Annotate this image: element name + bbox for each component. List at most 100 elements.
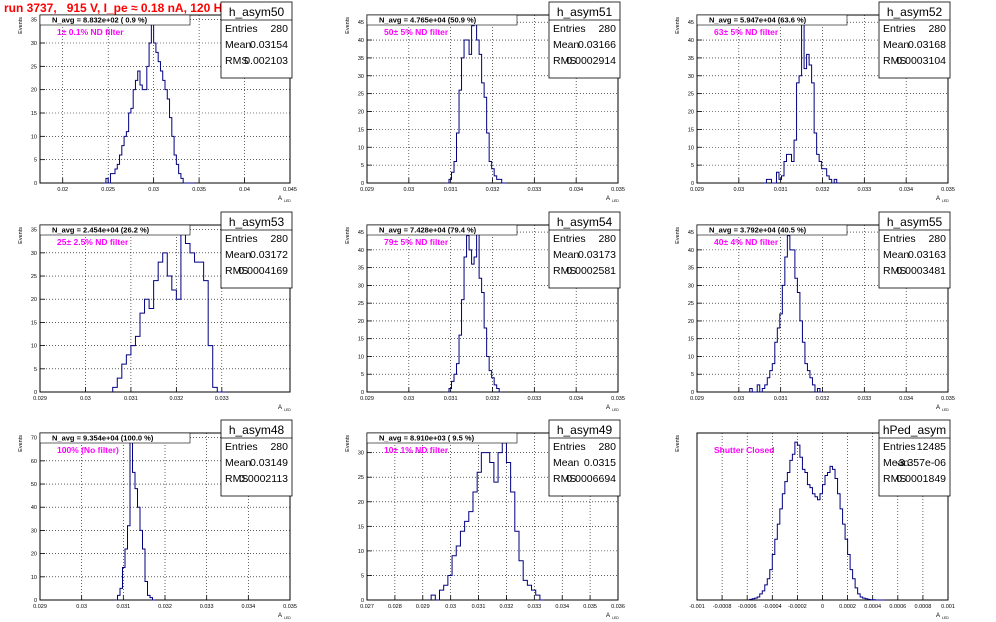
y-tick-label: 40 xyxy=(358,38,364,44)
stats-key: Mean xyxy=(553,249,579,261)
stats-value: -3.357e-06 xyxy=(895,457,946,469)
stats-box xyxy=(220,1,293,79)
y-tick-label: 5 xyxy=(34,367,37,373)
stats-box xyxy=(548,211,621,289)
y-tick-label: 30 xyxy=(31,251,37,257)
filter-label: 10± 1% ND filter xyxy=(384,445,449,455)
y-axis-label: Events xyxy=(675,17,681,34)
y-tick-label: 40 xyxy=(688,38,694,44)
y-tick-label: 45 xyxy=(358,230,364,236)
stats-key: Mean xyxy=(883,249,909,261)
y-tick-label: 25 xyxy=(688,92,694,98)
x-tick-label: 0.0006 xyxy=(889,604,906,610)
x-tick-label: 0.028 xyxy=(388,604,402,610)
filter-label: 79± 5% ND filter xyxy=(384,237,449,247)
stats-value: 280 xyxy=(270,23,288,35)
x-tick-label: 0.03 xyxy=(76,604,87,610)
stats-value: 0.0002581 xyxy=(566,265,616,277)
x-axis-subscript: LED xyxy=(284,199,291,203)
stats-key: Entries xyxy=(883,441,916,453)
x-tick-label: 0.032 xyxy=(486,187,500,193)
stats-value: 280 xyxy=(270,233,288,245)
x-tick-label: 0.029 xyxy=(33,604,47,610)
y-tick-label: 5 xyxy=(361,573,364,579)
stats-key: Mean xyxy=(225,39,251,51)
filter-label: 63± 5% ND filter xyxy=(714,27,779,37)
y-tick-label: 15 xyxy=(31,111,37,117)
y-tick-label: 0 xyxy=(34,598,37,604)
y-tick-label: 15 xyxy=(358,524,364,530)
histogram-name: h_asym49 xyxy=(557,423,613,437)
x-tick-label: 0.035 xyxy=(583,604,597,610)
stats-key: RMS xyxy=(225,473,248,485)
y-tick-label: 0 xyxy=(361,390,364,396)
stats-key: Mean xyxy=(225,457,251,469)
y-tick-label: 20 xyxy=(688,319,694,325)
stats-key: Mean xyxy=(883,457,909,469)
y-tick-label: 20 xyxy=(31,88,37,94)
y-tick-label: 0 xyxy=(691,181,694,187)
stats-key: RMS xyxy=(883,473,906,485)
y-tick-label: 10 xyxy=(31,134,37,140)
y-tick-label: 15 xyxy=(688,127,694,133)
x-axis-label: A xyxy=(606,613,610,619)
stats-value: 0.0003104 xyxy=(896,55,946,67)
histogram-line xyxy=(430,442,545,601)
x-tick-label: 0.031 xyxy=(774,187,788,193)
x-tick-label: -0.0006 xyxy=(738,604,757,610)
histogram-name: hPed_asym xyxy=(883,423,946,437)
stats-value: 0.03154 xyxy=(250,39,288,51)
stats-key: Entries xyxy=(225,23,258,35)
navg-box xyxy=(39,432,191,444)
y-tick-label: 15 xyxy=(358,127,364,133)
stats-box xyxy=(878,211,951,289)
y-tick-label: 35 xyxy=(358,266,364,272)
x-tick-label: 0.031 xyxy=(444,187,458,193)
stats-key: RMS xyxy=(225,55,248,67)
y-tick-label: 30 xyxy=(358,283,364,289)
histogram-name: h_asym55 xyxy=(887,215,943,229)
y-tick-label: 5 xyxy=(691,163,694,169)
x-tick-label: 0.033 xyxy=(527,187,541,193)
x-tick-label: 0.034 xyxy=(555,604,569,610)
y-tick-label: 30 xyxy=(358,74,364,80)
histogram-name: h_asym54 xyxy=(557,215,613,229)
stats-value: 0.03163 xyxy=(908,249,946,261)
x-axis-subscript: LED xyxy=(284,616,291,620)
x-tick-label: 0.03 xyxy=(733,187,744,193)
stats-value: 0.03173 xyxy=(578,249,616,261)
stats-key: Mean xyxy=(553,457,579,469)
y-axis-label: Events xyxy=(18,435,24,452)
histogram-line xyxy=(747,235,823,393)
y-tick-label: 10 xyxy=(31,575,37,581)
x-tick-label: -0.0004 xyxy=(763,604,782,610)
stats-box xyxy=(220,211,293,289)
x-axis-label: A xyxy=(936,405,940,411)
x-tick-label: 0.0002 xyxy=(839,604,856,610)
y-tick-label: 35 xyxy=(31,18,37,24)
x-tick-label: 0.03 xyxy=(733,396,744,402)
x-tick-label: 0.035 xyxy=(611,187,625,193)
y-tick-label: 15 xyxy=(358,337,364,343)
x-tick-label: 0.032 xyxy=(816,187,830,193)
stats-key: RMS xyxy=(883,55,906,67)
x-tick-label: 0.031 xyxy=(472,604,486,610)
x-tick-label: 0.036 xyxy=(611,604,625,610)
navg-label: N_avg = 7.428e+04 (79.4 %) xyxy=(379,226,477,235)
histogram-line xyxy=(115,441,155,601)
y-tick-label: 30 xyxy=(31,528,37,534)
filter-label: 1± 0.1% ND filter xyxy=(57,27,124,37)
histogram-name: h_asym52 xyxy=(887,5,943,19)
x-tick-label: 0.034 xyxy=(569,396,583,402)
x-axis-label: A xyxy=(278,196,282,202)
y-tick-label: 30 xyxy=(688,283,694,289)
x-axis-label: A xyxy=(936,196,940,202)
y-tick-label: 10 xyxy=(358,549,364,555)
x-tick-label: 0.031 xyxy=(444,396,458,402)
x-tick-label: 0.034 xyxy=(241,604,255,610)
navg-box xyxy=(39,224,191,236)
histogram-line xyxy=(446,228,502,393)
y-tick-label: 5 xyxy=(691,372,694,378)
stats-key: Mean xyxy=(883,39,909,51)
x-tick-label: 0.045 xyxy=(283,187,297,193)
